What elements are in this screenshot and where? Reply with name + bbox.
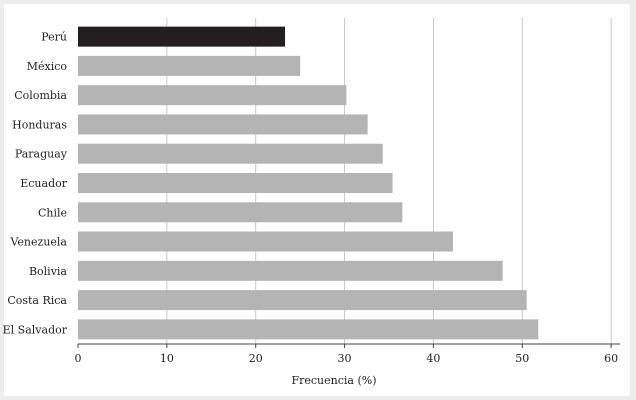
x-tick-labels: 0 10 20 30 40 50 60 xyxy=(75,344,618,365)
x-tick-label: 50 xyxy=(515,352,529,365)
x-axis-title: Frecuencia (%) xyxy=(291,374,376,387)
category-label: México xyxy=(27,60,68,73)
bar xyxy=(78,319,539,340)
bar xyxy=(78,260,503,281)
x-tick-label: 10 xyxy=(160,352,174,365)
bar xyxy=(78,231,453,252)
x-tick-label: 0 xyxy=(75,352,82,365)
category-label: Perú xyxy=(41,31,67,44)
bar xyxy=(78,114,368,135)
bar xyxy=(78,290,527,311)
category-label: Venezuela xyxy=(9,236,67,249)
category-labels: Perú México Colombia Honduras Paraguay Ecuado… xyxy=(3,31,68,337)
x-tick-label: 60 xyxy=(604,352,618,365)
bar xyxy=(78,55,301,76)
bar xyxy=(78,26,286,47)
category-label: Colombia xyxy=(14,89,67,102)
category-label: Costa Rica xyxy=(7,294,67,307)
x-tick-label: 30 xyxy=(338,352,352,365)
x-tick-label: 20 xyxy=(249,352,263,365)
bar xyxy=(78,202,403,223)
bars xyxy=(78,26,539,340)
category-label: El Salvador xyxy=(3,323,68,336)
category-label: Honduras xyxy=(12,118,67,131)
category-label: Paraguay xyxy=(15,148,68,161)
bar xyxy=(78,173,393,193)
category-label: Chile xyxy=(38,206,67,219)
category-label: Ecuador xyxy=(20,177,67,190)
category-label: Bolivia xyxy=(29,265,67,278)
x-tick-label: 40 xyxy=(426,352,440,365)
bar xyxy=(78,143,383,164)
bar xyxy=(78,85,347,106)
